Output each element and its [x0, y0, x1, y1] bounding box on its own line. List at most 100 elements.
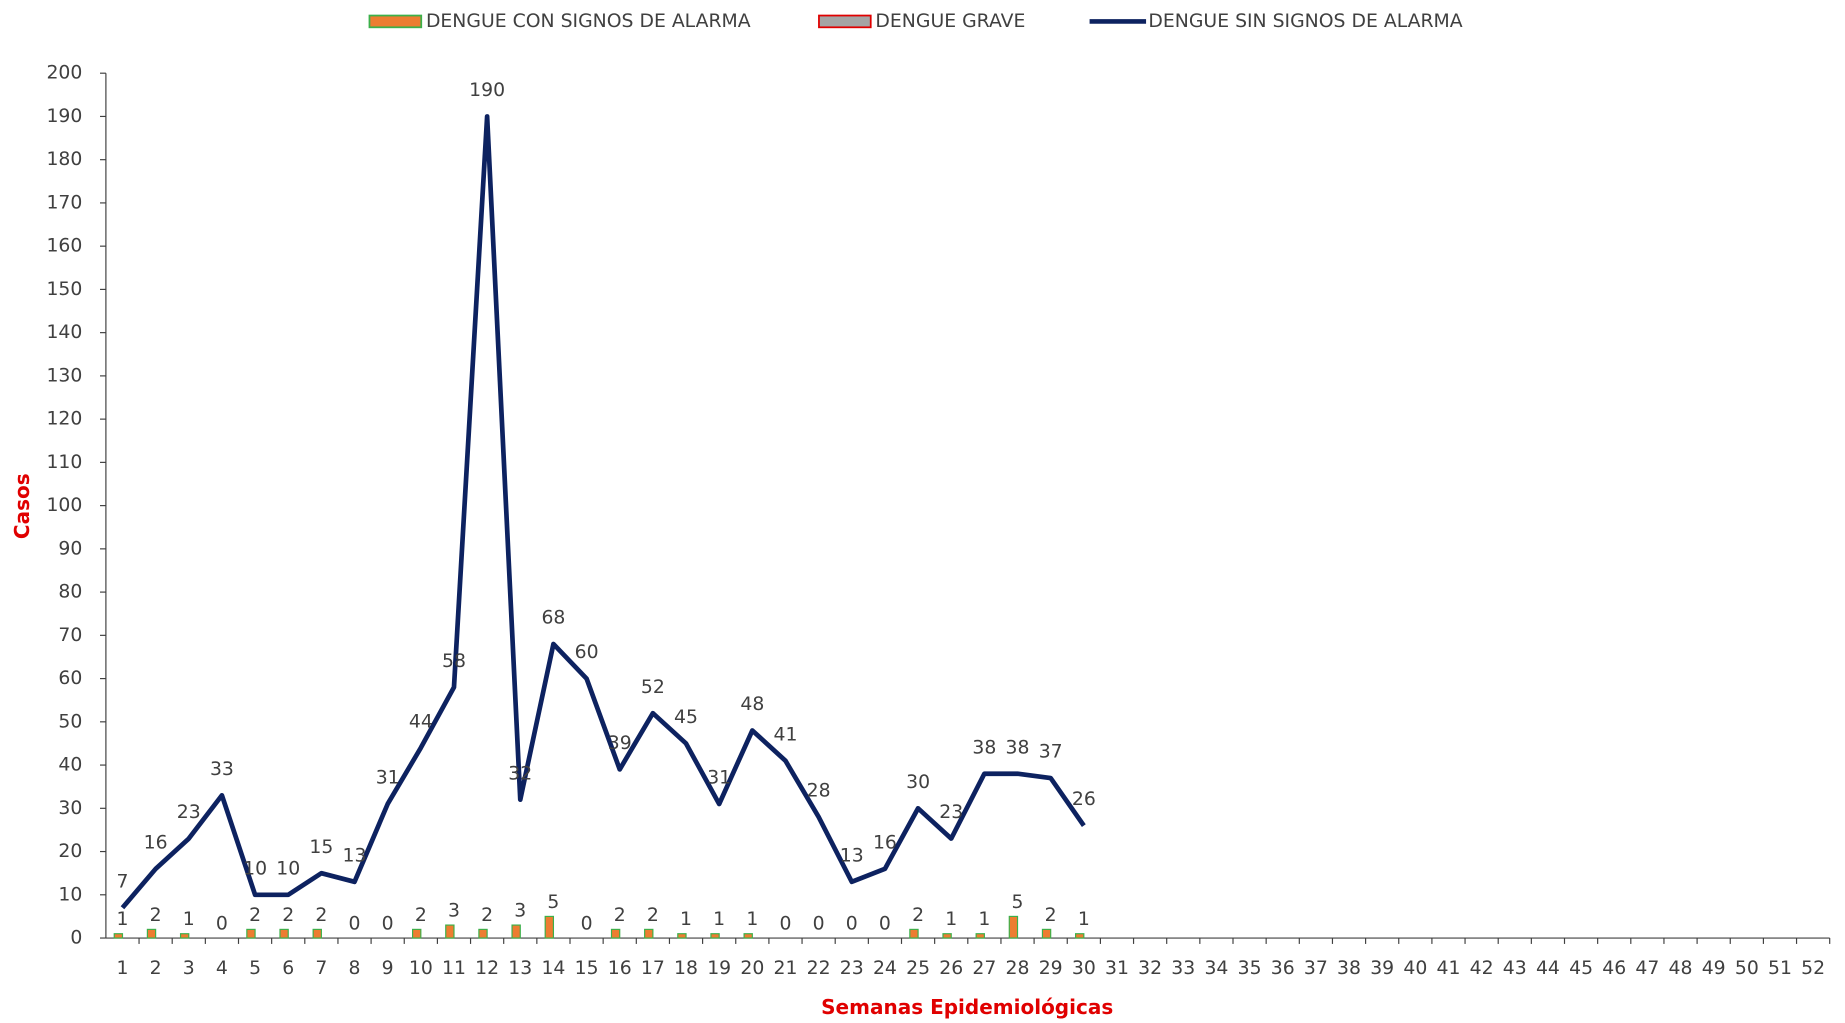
bar — [445, 924, 455, 939]
bar — [146, 928, 157, 939]
bar — [279, 928, 289, 939]
bar — [1075, 933, 1085, 939]
y-tick-label: 30 — [58, 798, 82, 819]
y-tick-label: 190 — [46, 106, 82, 127]
line-value-label: 33 — [210, 759, 234, 780]
bar-value-label: 0 — [382, 913, 394, 934]
bar-value-label: 0 — [779, 913, 791, 934]
x-tick-label: 27 — [972, 958, 996, 979]
line-value-label: 39 — [608, 733, 632, 754]
bar-value-label: 0 — [846, 913, 858, 934]
legend-label: DENGUE GRAVE — [875, 11, 1025, 32]
line — [120, 114, 1086, 910]
line-value-label: 190 — [469, 80, 505, 101]
x-tick-label: 49 — [1702, 958, 1726, 979]
bar — [710, 933, 720, 939]
line-value-label: 26 — [1072, 789, 1096, 810]
line-value-label: 16 — [873, 832, 897, 853]
bar-value-label: 1 — [978, 909, 990, 930]
y-tick-label: 120 — [46, 409, 82, 430]
x-tick-label: 11 — [442, 958, 466, 979]
x-tick-label: 8 — [349, 958, 361, 979]
y-tick-label: 80 — [58, 582, 82, 603]
legend-label: DENGUE SIN SIGNOS DE ALARMA — [1148, 11, 1462, 32]
bar-value-label: 5 — [1012, 892, 1024, 913]
bar-value-label: 1 — [183, 909, 195, 930]
line-value-label: 44 — [409, 711, 433, 732]
x-tick-label: 13 — [508, 958, 532, 979]
x-tick-label: 31 — [1105, 958, 1129, 979]
x-tick-label: 14 — [541, 958, 565, 979]
y-tick-label: 90 — [58, 538, 82, 559]
x-tick-label: 29 — [1039, 958, 1063, 979]
bar — [909, 928, 919, 939]
y-axis-title: Casos — [10, 473, 34, 539]
bar — [975, 933, 985, 939]
x-tick-label: 36 — [1271, 958, 1295, 979]
line-value-label: 48 — [740, 694, 764, 715]
x-tick-label: 40 — [1403, 958, 1427, 979]
x-tick-label: 30 — [1072, 958, 1096, 979]
line-value-label: 38 — [1006, 737, 1030, 758]
x-tick-label: 52 — [1801, 958, 1825, 979]
y-tick-label: 70 — [58, 625, 82, 646]
bar-value-label: 0 — [216, 913, 228, 934]
bar-value-label: 2 — [415, 905, 427, 926]
x-tick-label: 38 — [1337, 958, 1361, 979]
x-tick-label: 16 — [608, 958, 632, 979]
line-value-label: 10 — [276, 858, 300, 879]
line-value-label: 38 — [972, 737, 996, 758]
bar-value-label: 2 — [282, 905, 294, 926]
bar-value-label: 2 — [1045, 905, 1057, 926]
x-tick-label: 39 — [1370, 958, 1394, 979]
x-axis-title: Semanas Epidemiológicas — [821, 995, 1113, 1019]
bar-value-label: 1 — [116, 909, 128, 930]
bar-value-label: 5 — [547, 892, 559, 913]
x-tick-label: 42 — [1470, 958, 1494, 979]
x-tick-label: 12 — [475, 958, 499, 979]
line-value-label: 15 — [309, 837, 333, 858]
x-tick-label: 26 — [939, 958, 963, 979]
x-tick-label: 35 — [1238, 958, 1262, 979]
line-value-label: 13 — [343, 845, 367, 866]
x-tick-label: 4 — [216, 958, 228, 979]
y-tick-label: 160 — [46, 236, 82, 257]
x-tick-label: 34 — [1204, 958, 1228, 979]
x-tick-label: 22 — [807, 958, 831, 979]
x-tick-label: 41 — [1437, 958, 1461, 979]
line-value-label: 58 — [442, 651, 466, 672]
x-tick-label: 20 — [740, 958, 764, 979]
line-value-label: 31 — [376, 768, 400, 789]
x-tick-label: 47 — [1635, 958, 1659, 979]
y-tick-label: 10 — [58, 884, 82, 905]
bar-value-label: 2 — [647, 905, 659, 926]
bar-value-label: 2 — [315, 905, 327, 926]
x-tick-label: 32 — [1138, 958, 1162, 979]
y-tick-label: 130 — [46, 365, 82, 386]
x-tick-label: 6 — [282, 958, 294, 979]
bar — [478, 928, 488, 939]
y-tick-label: 200 — [46, 63, 82, 84]
bar — [312, 928, 322, 939]
bar-value-label: 1 — [945, 909, 957, 930]
x-tick-label: 19 — [707, 958, 731, 979]
bar — [644, 928, 654, 939]
bar-value-label: 1 — [680, 909, 692, 930]
bar — [743, 933, 753, 939]
line-value-label: 37 — [1039, 742, 1063, 763]
y-tick-label: 150 — [46, 279, 82, 300]
legend-swatch — [818, 14, 872, 29]
x-tick-label: 33 — [1171, 958, 1195, 979]
x-tick-label: 17 — [641, 958, 665, 979]
bar — [1008, 915, 1019, 939]
x-tick-label: 15 — [575, 958, 599, 979]
bar-value-label: 0 — [349, 913, 361, 934]
y-tick-label: 20 — [58, 841, 82, 862]
x-tick-label: 5 — [249, 958, 261, 979]
bar — [942, 933, 952, 939]
line-value-label: 7 — [116, 871, 128, 892]
line-value-label: 23 — [939, 802, 963, 823]
line-value-label: 31 — [707, 768, 731, 789]
